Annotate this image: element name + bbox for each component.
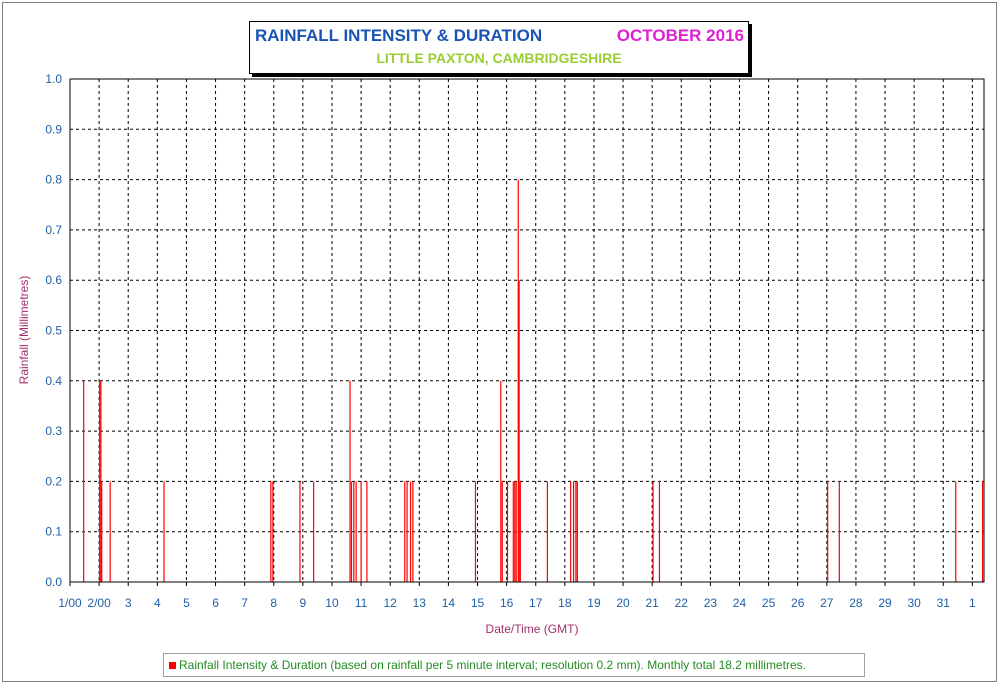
x-tick-label: 12 <box>384 596 398 610</box>
chart-title-box: RAINFALL INTENSITY & DURATION OCTOBER 20… <box>249 21 749 74</box>
x-tick-label: 21 <box>645 596 659 610</box>
y-tick-labels: 0.0 0.1 0.2 0.3 0.4 0.5 0.6 0.7 0.8 0.9 1.0 <box>45 72 62 589</box>
legend-swatch <box>169 662 176 669</box>
x-tick-label: 23 <box>704 596 718 610</box>
x-axis-label: Date/Time (GMT) <box>485 622 579 636</box>
x-tick-label: 9 <box>300 596 307 610</box>
x-tick-label: 26 <box>791 596 805 610</box>
y-tick-label: 0.1 <box>45 525 62 539</box>
legend-entry: Rainfall Intensity & Duration (based on … <box>179 658 806 672</box>
x-tick-label: 27 <box>820 596 834 610</box>
x-tick-label: 10 <box>325 596 339 610</box>
rainfall-bars <box>83 179 984 582</box>
y-tick-label: 0.5 <box>45 324 62 338</box>
legend: Rainfall Intensity & Duration (based on … <box>163 653 865 677</box>
y-tick-label: 0.4 <box>45 374 62 388</box>
x-tick-label: 1 <box>969 596 976 610</box>
x-tick-label: 28 <box>849 596 863 610</box>
x-tick-label: 29 <box>878 596 892 610</box>
x-tick-label: 13 <box>413 596 427 610</box>
y-tick-label: 0.6 <box>45 273 62 287</box>
x-tick-label: 5 <box>183 596 190 610</box>
x-tick-label: 30 <box>907 596 921 610</box>
x-tick-label: 24 <box>733 596 747 610</box>
x-tick-label: 19 <box>587 596 601 610</box>
y-tick-label: 0.9 <box>45 122 62 136</box>
y-tick-label: 0.2 <box>45 474 62 488</box>
y-tick-label: 1.0 <box>45 72 62 86</box>
chart-title: RAINFALL INTENSITY & DURATION <box>255 26 543 45</box>
x-tick-label: 3 <box>125 596 132 610</box>
x-tick-label: 6 <box>212 596 219 610</box>
x-tick-labels: 1/00 2/00 3 4 5 6 7 8 9 10 11 12 13 14 15 16 17 18 19 20 21 2… <box>58 596 976 610</box>
x-tick-label: 7 <box>241 596 248 610</box>
x-tick-label: 8 <box>270 596 277 610</box>
y-tick-label: 0.7 <box>45 223 62 237</box>
x-tick-label: 18 <box>558 596 572 610</box>
y-tick-label: 0.8 <box>45 173 62 187</box>
plot-area-border <box>69 78 985 583</box>
chart-title-month: OCTOBER 2016 <box>616 26 744 45</box>
y-axis-label: Rainfall (Millimetres) <box>17 275 31 385</box>
x-tick-label: 11 <box>355 596 368 610</box>
x-tick-label: 14 <box>442 596 456 610</box>
x-tick-label: 31 <box>937 596 951 610</box>
x-tick-label: 1/00 <box>58 596 82 610</box>
x-tick-label: 17 <box>529 596 543 610</box>
y-tick-label: 0.3 <box>45 424 62 438</box>
grid-lines <box>69 79 984 586</box>
x-tick-label: 15 <box>471 596 485 610</box>
x-tick-label: 4 <box>154 596 161 610</box>
x-tick-label: 16 <box>500 596 514 610</box>
x-tick-label: 20 <box>616 596 630 610</box>
x-tick-label: 25 <box>762 596 776 610</box>
x-tick-label: 22 <box>675 596 689 610</box>
x-tick-label: 2/00 <box>87 596 111 610</box>
chart-subtitle: LITTLE PAXTON, CAMBRIDGESHIRE <box>376 50 622 66</box>
y-tick-label: 0.0 <box>45 575 62 589</box>
